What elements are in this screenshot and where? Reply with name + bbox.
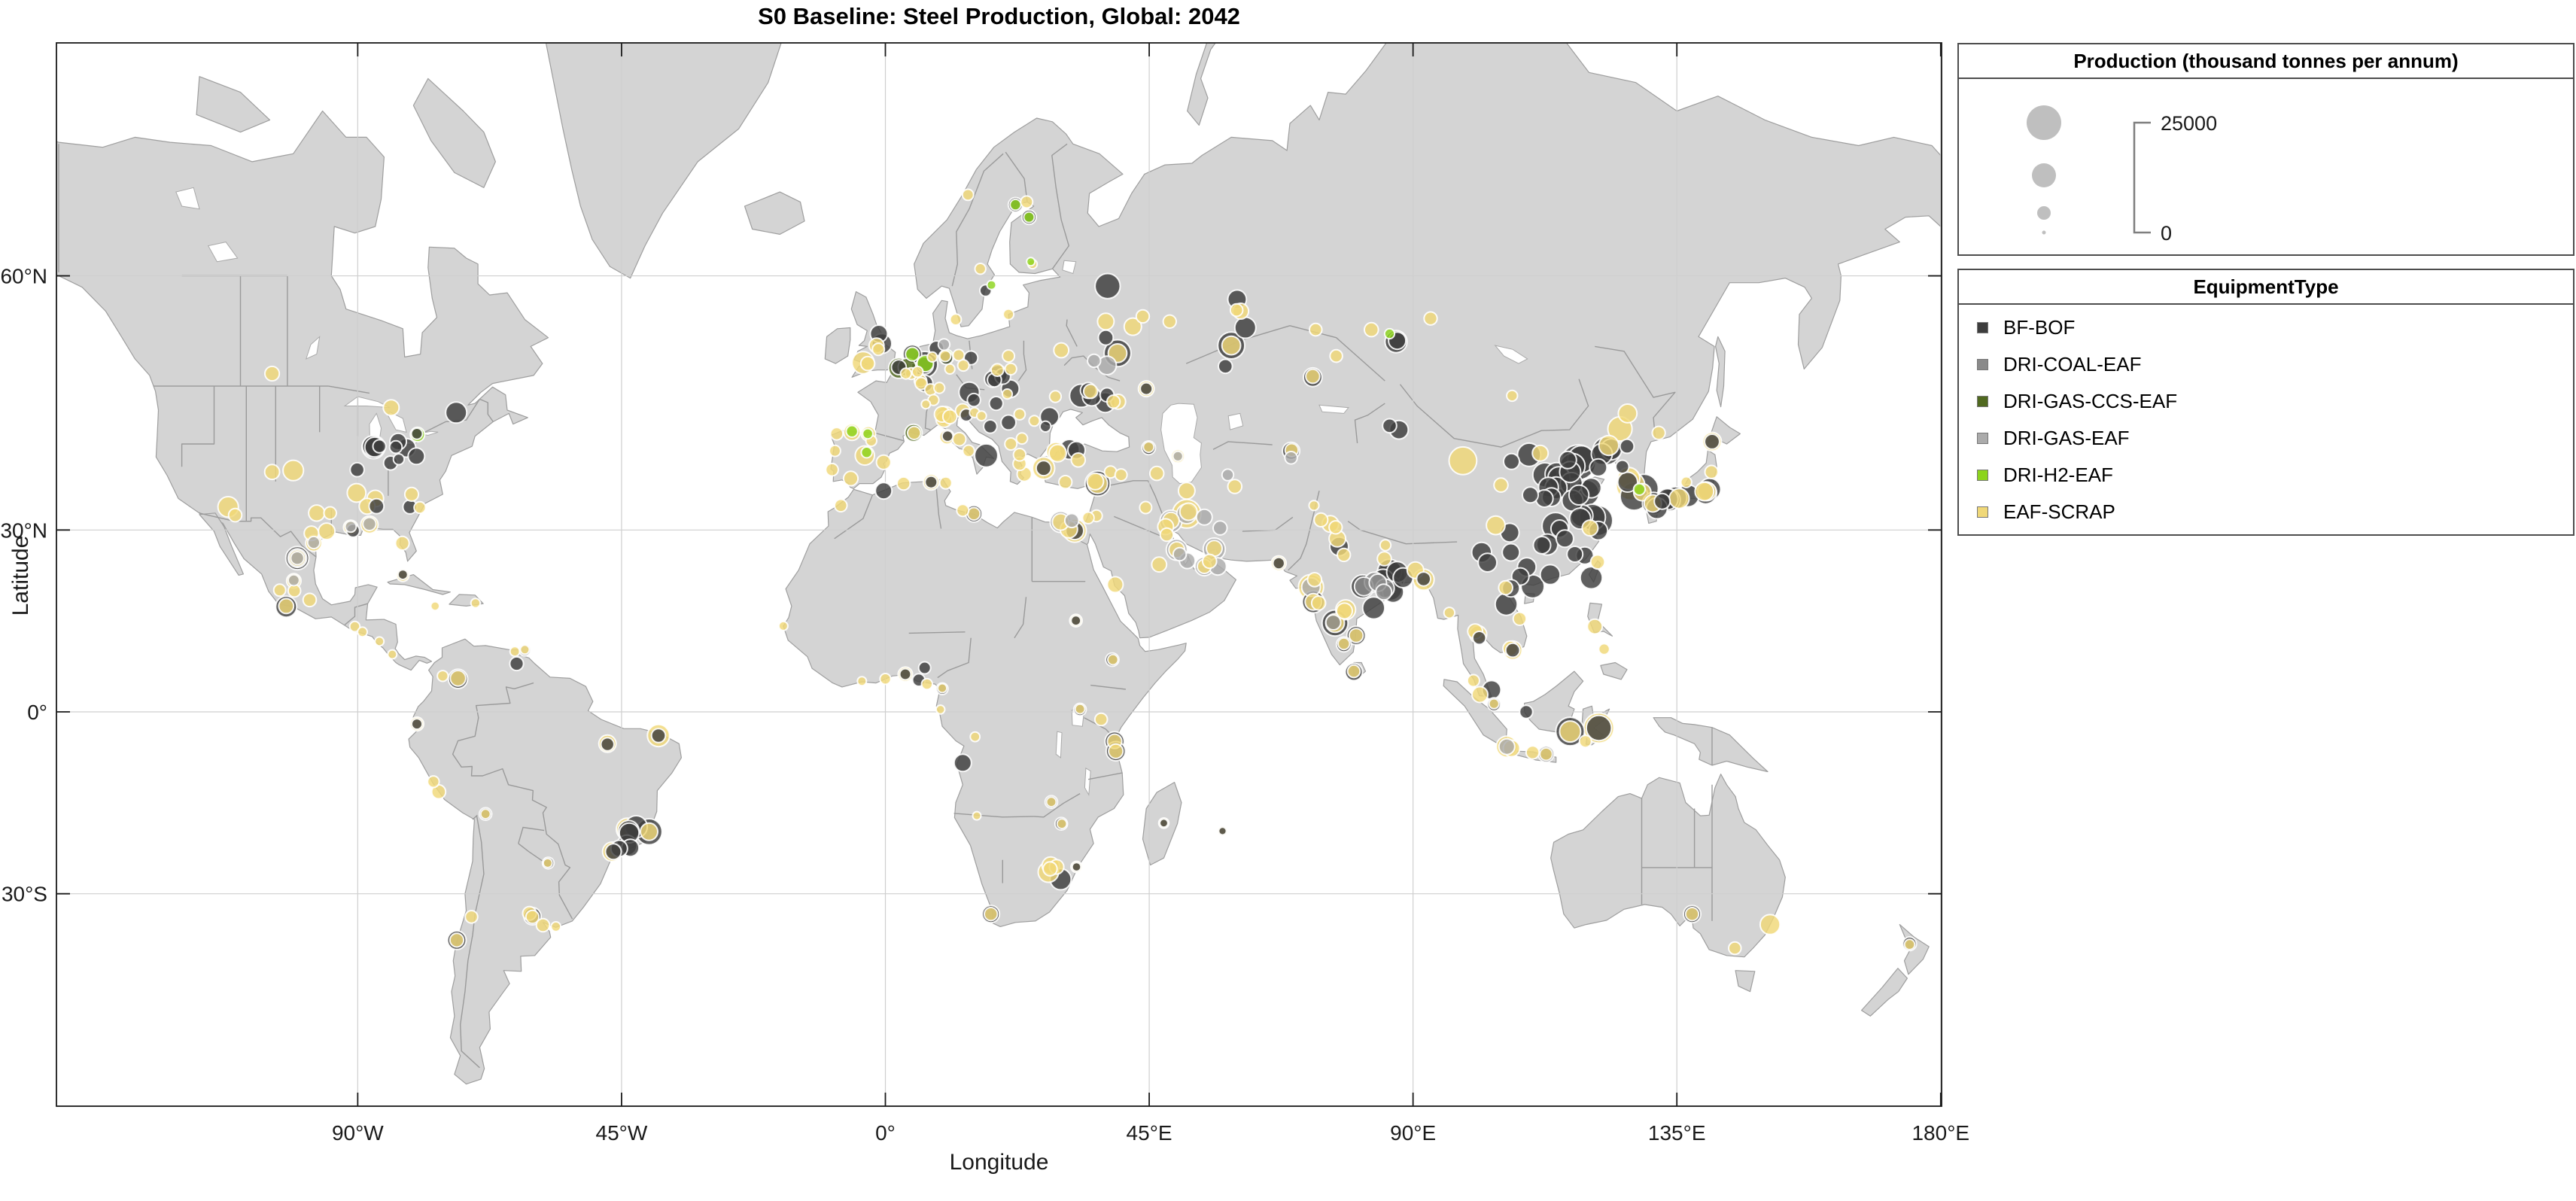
x-tick-label: 45°E (1127, 1121, 1172, 1145)
equipment-legend-item: BF-BOF (1972, 309, 2573, 346)
equipment-swatch-icon (1977, 433, 1988, 444)
y-tick-label: 60°N (0, 265, 47, 288)
x-tick-label: 90°W (332, 1121, 384, 1145)
x-tick-label: 90°E (1390, 1121, 1436, 1145)
x-tick-label: 180°E (1911, 1121, 1969, 1145)
equipment-legend-item: DRI-COAL-EAF (1972, 346, 2573, 383)
size-legend-bracket (2133, 121, 2151, 234)
chart-title: S0 Baseline: Steel Production, Global: 2… (758, 3, 1240, 29)
equipment-legend-item: EAF-SCRAP (1972, 494, 2573, 531)
y-tick-label: 0° (27, 701, 47, 724)
size-legend-title: Production (thousand tonnes per annum) (1959, 44, 2573, 79)
x-tick-label: 45°W (596, 1121, 648, 1145)
size-legend-graphic: 25000 0 (2027, 105, 2217, 245)
size-legend-bubble-large (2027, 105, 2061, 140)
equipment-swatch-icon (1977, 506, 1988, 518)
equipment-swatch-icon (1977, 322, 1988, 333)
equipment-swatch-icon (1977, 359, 1988, 370)
size-legend-bubble-tiny (2042, 230, 2046, 235)
size-legend-bubble-small (2037, 206, 2051, 220)
equipment-label: EAF-SCRAP (2003, 500, 2115, 523)
x-tick-label: 0° (875, 1121, 896, 1145)
y-axis-label: Latitude (8, 535, 33, 616)
size-legend-bubble-medium (2032, 163, 2056, 187)
equipment-label: DRI-GAS-EAF (2003, 427, 2130, 449)
equipment-label: DRI-GAS-CCS-EAF (2003, 390, 2178, 412)
equipment-label: DRI-COAL-EAF (2003, 353, 2142, 376)
y-tick-label: 30°S (2, 883, 47, 906)
equipment-legend: EquipmentType BF-BOF DRI-COAL-EAF DRI-GAS-… (1957, 269, 2574, 536)
size-legend-max: 25000 (2161, 112, 2217, 135)
equipment-label: BF-BOF (2003, 316, 2076, 339)
equipment-legend-item: DRI-H2-EAF (1972, 457, 2573, 494)
equipment-swatch-icon (1977, 470, 1988, 481)
equipment-label: DRI-H2-EAF (2003, 464, 2113, 486)
size-legend-body: 25000 0 (1959, 79, 2573, 254)
size-legend: Production (thousand tonnes per annum) 2… (1957, 43, 2574, 256)
equipment-legend-item: DRI-GAS-CCS-EAF (1972, 383, 2573, 420)
equipment-legend-title: EquipmentType (1959, 270, 2573, 305)
equipment-legend-items: BF-BOF DRI-COAL-EAF DRI-GAS-CCS-EAF DRI-GAS… (1959, 305, 2573, 531)
equipment-legend-item: DRI-GAS-EAF (1972, 420, 2573, 457)
y-tick-label: 30°N (0, 518, 47, 542)
x-tick-label: 135°E (1648, 1121, 1706, 1145)
equipment-swatch-icon (1977, 396, 1988, 407)
size-legend-min: 0 (2161, 222, 2172, 245)
x-axis-label: Longitude (949, 1150, 1049, 1175)
